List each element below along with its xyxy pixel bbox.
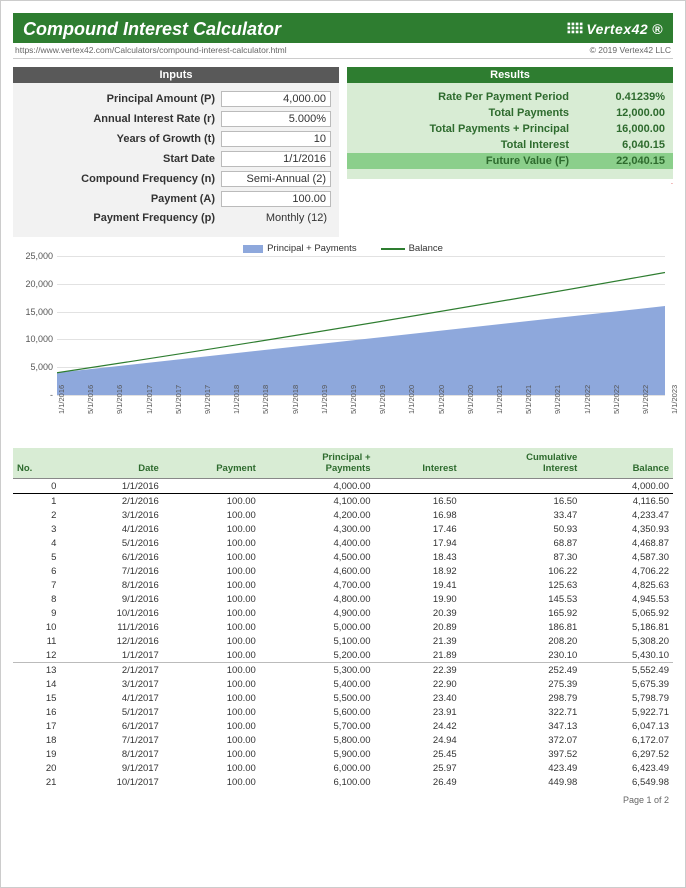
subtitle-row: https://www.vertex42.com/Calculators/com… xyxy=(13,43,673,59)
tpay-label: Total Payments xyxy=(355,107,575,119)
table-row: 89/1/2016100.004,800.0019.90145.534,945.… xyxy=(13,592,673,606)
table-row: 187/1/2017100.005,800.0024.94372.076,172… xyxy=(13,733,673,747)
page-title: Compound Interest Calculator xyxy=(23,19,281,40)
results-header: Results xyxy=(347,67,673,83)
col-balance: Balance xyxy=(581,448,673,479)
col-date: Date xyxy=(60,448,162,479)
copyright: © 2019 Vertex42 LLC xyxy=(590,45,671,55)
principal-label: Principal Amount (P) xyxy=(21,93,221,105)
table-row: 01/1/20164,000.004,000.00 xyxy=(13,479,673,494)
table-row: 67/1/2016100.004,600.0018.92106.224,706.… xyxy=(13,564,673,578)
logo: ⠿⠿ Vertex42® xyxy=(566,21,663,38)
logo-dots-icon: ⠿⠿ xyxy=(566,21,583,38)
table-row: 12/1/2016100.004,100.0016.5016.504,116.5… xyxy=(13,494,673,509)
rate-label: Annual Interest Rate (r) xyxy=(21,113,221,125)
source-url: https://www.vertex42.com/Calculators/com… xyxy=(15,45,287,55)
rpp-value: 0.41239% xyxy=(575,91,665,103)
principal-input[interactable]: 4,000.00 xyxy=(221,91,331,107)
pfreq-value: Monthly (12) xyxy=(221,211,331,225)
table-row: 154/1/2017100.005,500.0023.40298.795,798… xyxy=(13,691,673,705)
col-payment: Payment xyxy=(163,448,260,479)
page-footer: Page 1 of 2 xyxy=(13,795,673,805)
schedule-table: No.DatePaymentPrincipal +PaymentsInteres… xyxy=(13,448,673,789)
logo-text: Vertex42 xyxy=(586,21,648,37)
rate-input[interactable]: 5.000% xyxy=(221,111,331,127)
results-panel: Rate Per Payment Period0.41239% Total Pa… xyxy=(347,83,673,179)
chart: Principal + Payments Balance -5,00010,00… xyxy=(13,243,673,438)
years-input[interactable]: 10 xyxy=(221,131,331,147)
title-bar: Compound Interest Calculator ⠿⠿ Vertex42… xyxy=(13,13,673,43)
legend-line-icon xyxy=(381,248,405,250)
table-row: 1112/1/2016100.005,100.0021.39208.205,30… xyxy=(13,634,673,648)
table-row: 143/1/2017100.005,400.0022.90275.395,675… xyxy=(13,677,673,691)
pfreq-label: Payment Frequency (p) xyxy=(21,212,221,224)
fv-label: Future Value (F) xyxy=(355,155,575,167)
legend-line-label: Balance xyxy=(409,243,443,254)
table-row: 165/1/2017100.005,600.0023.91322.715,922… xyxy=(13,705,673,719)
tint-value: 6,040.15 xyxy=(575,139,665,151)
col-cum: CumulativeInterest xyxy=(461,448,582,479)
col-interest: Interest xyxy=(375,448,461,479)
table-row: 132/1/2017100.005,300.0022.39252.495,552… xyxy=(13,663,673,678)
col-no: No. xyxy=(13,448,60,479)
col-pp: Principal +Payments xyxy=(260,448,375,479)
rpp-label: Rate Per Payment Period xyxy=(355,91,575,103)
legend-area-label: Principal + Payments xyxy=(267,243,357,254)
table-row: 1011/1/2016100.005,000.0020.89186.815,18… xyxy=(13,620,673,634)
table-row: 78/1/2016100.004,700.0019.41125.634,825.… xyxy=(13,578,673,592)
payment-label: Payment (A) xyxy=(21,193,221,205)
inputs-panel: Principal Amount (P)4,000.00 Annual Inte… xyxy=(13,83,339,237)
tpp-value: 16,000.00 xyxy=(575,123,665,135)
fv-value: 22,040.15 xyxy=(575,155,665,167)
table-row: 121/1/2017100.005,200.0021.89230.105,430… xyxy=(13,648,673,663)
payment-input[interactable]: 100.00 xyxy=(221,191,331,207)
tpp-label: Total Payments + Principal xyxy=(355,123,575,135)
years-label: Years of Growth (t) xyxy=(21,133,221,145)
table-row: 45/1/2016100.004,400.0017.9468.874,468.8… xyxy=(13,536,673,550)
table-row: 176/1/2017100.005,700.0024.42347.136,047… xyxy=(13,719,673,733)
cfreq-input[interactable]: Semi-Annual (2) xyxy=(221,171,331,187)
tint-label: Total Interest xyxy=(355,139,575,151)
table-row: 2110/1/2017100.006,100.0026.49449.986,54… xyxy=(13,775,673,789)
table-row: 209/1/2017100.006,000.0025.97423.496,423… xyxy=(13,761,673,775)
start-input[interactable]: 1/1/2016 xyxy=(221,151,331,167)
error-marker: . xyxy=(347,179,673,185)
table-row: 23/1/2016100.004,200.0016.9833.474,233.4… xyxy=(13,508,673,522)
table-row: 198/1/2017100.005,900.0025.45397.526,297… xyxy=(13,747,673,761)
cfreq-label: Compound Frequency (n) xyxy=(21,173,221,185)
inputs-header: Inputs xyxy=(13,67,339,83)
table-row: 910/1/2016100.004,900.0020.39165.925,065… xyxy=(13,606,673,620)
tpay-value: 12,000.00 xyxy=(575,107,665,119)
legend-area-icon xyxy=(243,245,263,253)
table-row: 56/1/2016100.004,500.0018.4387.304,587.3… xyxy=(13,550,673,564)
table-row: 34/1/2016100.004,300.0017.4650.934,350.9… xyxy=(13,522,673,536)
start-label: Start Date xyxy=(21,153,221,165)
